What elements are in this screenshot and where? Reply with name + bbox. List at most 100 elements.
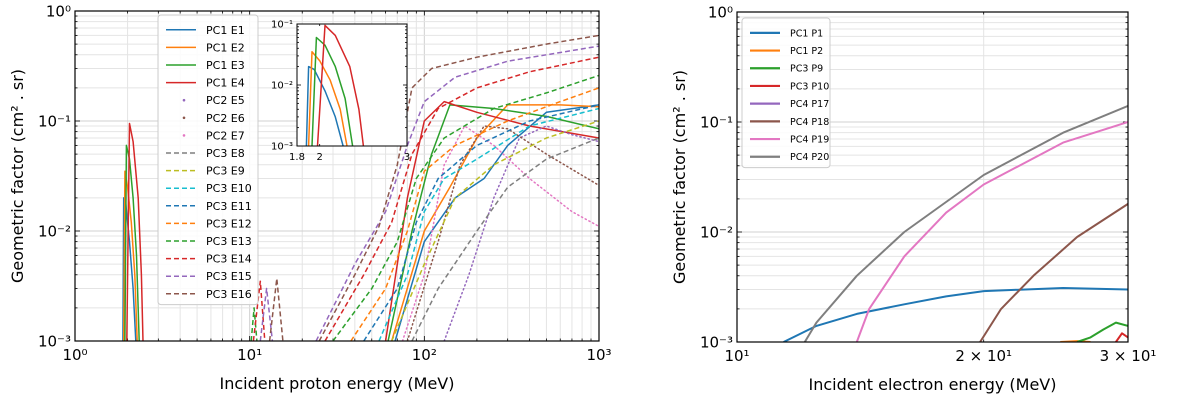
x-tick-label: 10¹ <box>724 347 749 365</box>
legend-box <box>741 17 831 169</box>
legend-label: PC1 E2 <box>206 41 245 54</box>
legend-label: PC3 P9 <box>790 64 823 75</box>
legend-label: PC3 E12 <box>206 217 252 230</box>
legend-item: PC3 E12 <box>166 217 252 230</box>
y-axis-label: Geometric factor (cm² . sr) <box>8 69 27 283</box>
legend-item: PC4 P17 <box>750 99 829 110</box>
x-tick-label: 3 <box>404 152 410 163</box>
series-line-pc1-e2 <box>307 51 348 146</box>
legend-label: PC3 E10 <box>206 182 252 195</box>
legend-label: PC2 E5 <box>206 94 245 107</box>
legend-marker <box>182 134 186 137</box>
legend-box <box>157 14 259 306</box>
series-line-pc3-e15 <box>315 45 599 341</box>
legend-item: PC3 P9 <box>750 64 823 75</box>
legend-item: PC3 E8 <box>166 147 245 160</box>
legend-label: PC1 P2 <box>790 46 823 57</box>
legend-item: PC3 E11 <box>166 200 252 213</box>
legend-item: PC1 E4 <box>166 77 245 90</box>
x-tick-label: 2 <box>317 152 323 163</box>
legend-item: PC3 E9 <box>166 165 245 178</box>
legend-item: PC3 E16 <box>166 288 252 301</box>
series-line-pc3-e14 <box>324 56 599 341</box>
legend-item: PC1 P2 <box>750 46 823 57</box>
legend: PC1 E1 PC1 E2 PC1 E3 PC1 E4 PC2 E5 PC2 E6 PC2 … <box>157 14 259 306</box>
legend-label: PC3 E8 <box>206 147 245 160</box>
legend-item: PC2 E6 <box>182 112 245 125</box>
series-line-pc3-e16 <box>268 277 284 341</box>
series-group <box>305 24 365 146</box>
plot-area <box>297 24 407 146</box>
legend-label: PC3 E16 <box>206 288 252 301</box>
series-line-pc1-e4 <box>126 122 144 341</box>
legend-marker <box>182 116 186 120</box>
y-tick-label: 10⁻² <box>700 223 733 241</box>
y-tick-label: 10⁻¹ <box>271 20 293 31</box>
series-line-pc3-e15 <box>259 287 274 341</box>
series-line-pc3-e16 <box>318 34 599 341</box>
x-axis-label: Incident electron energy (MeV) <box>809 375 1057 394</box>
legend-item: PC4 P18 <box>750 117 829 128</box>
series-line-pc1-e1 <box>305 65 344 146</box>
series-line-pc3-e9 <box>391 120 599 341</box>
x-axis-label: Incident proton energy (MeV) <box>220 374 455 393</box>
y-axis-label: Geometric factor (cm² . sr) <box>670 70 689 284</box>
y-tick-label: 10⁻³ <box>38 332 71 350</box>
legend-label: PC1 E3 <box>206 59 245 72</box>
series-line-pc1-p1 <box>783 287 1128 342</box>
legend-label: PC3 E15 <box>206 270 252 283</box>
series-line-pc3-e13 <box>250 307 258 341</box>
series-line-pc1-e4 <box>316 24 365 146</box>
legend-item: PC4 P19 <box>750 134 829 145</box>
legend-label: PC4 P19 <box>790 134 829 145</box>
legend-item: PC1 E1 <box>166 24 245 37</box>
series-line-pc1-e3 <box>124 144 140 341</box>
series-line-pc4-p19 <box>855 121 1128 342</box>
axes-frame <box>74 10 600 342</box>
legend-item: PC1 P1 <box>750 28 823 39</box>
y-tick-label: 10⁰ <box>46 2 71 20</box>
inset-plot: 1.8 2 3 10⁻¹ 10⁻² 10⁻³ <box>271 20 410 164</box>
legend: PC1 P1 PC1 P2 PC3 P9 PC3 P10 PC4 P17 PC4 P18 P… <box>741 17 831 169</box>
series-line-pc1-e2 <box>122 170 138 341</box>
series-line-pc1-e3 <box>311 36 354 146</box>
series-line-pc2-e6 <box>406 125 599 341</box>
legend-item: PC3 E15 <box>166 270 252 283</box>
y-tick-label: 10⁰ <box>708 3 733 21</box>
x-tick-label: 1.8 <box>289 152 305 163</box>
series-line-pc2-e5 <box>443 125 599 341</box>
series-line-pc3-p10 <box>1115 332 1128 342</box>
y-tick-label: 10⁻¹ <box>38 112 71 130</box>
legend-label: PC3 E13 <box>206 235 252 248</box>
legend-label: PC4 P20 <box>790 152 829 163</box>
y-tick-label: 10⁻² <box>271 81 293 92</box>
legend-item: PC3 E10 <box>166 182 252 195</box>
legend-item: PC1 E3 <box>166 59 245 72</box>
series-line-pc3-e10 <box>378 107 599 341</box>
y-tick-label: 10⁻¹ <box>700 113 733 131</box>
series-line-pc1-e1 <box>394 104 599 341</box>
x-tick-label: 10¹ <box>237 346 262 364</box>
series-line-pc3-e11 <box>363 104 599 341</box>
legend-label: PC1 E4 <box>206 77 245 90</box>
legend-label: PC3 E14 <box>206 253 252 266</box>
legend-label: PC3 E9 <box>206 165 245 178</box>
x-tick-label: 10³ <box>586 346 611 364</box>
legend-label: PC1 E1 <box>206 24 245 37</box>
x-tick-label: 2 × 10¹ <box>955 347 1012 365</box>
legend-item: PC3 E14 <box>166 253 252 266</box>
series-line-pc3-e8 <box>411 137 599 341</box>
x-tick-label: 3 × 10¹ <box>1100 347 1157 365</box>
legend-label: PC4 P18 <box>790 117 829 128</box>
series-group <box>122 34 599 341</box>
series-line-pc3-p9 <box>1076 321 1128 342</box>
legend-label: PC1 P1 <box>790 28 823 39</box>
legend-item: PC3 E13 <box>166 235 252 248</box>
right-plot: 10¹ 2 × 10¹ 3 × 10¹ 10⁰ 10⁻¹ 10⁻² 10⁻³ Incident… <box>670 3 1156 394</box>
axes-frame <box>736 11 1129 343</box>
legend-label: PC3 P10 <box>790 81 829 92</box>
legend-label: PC3 E11 <box>206 200 252 213</box>
legend-label: PC4 P17 <box>790 99 829 110</box>
legend-item: PC2 E5 <box>182 94 245 107</box>
